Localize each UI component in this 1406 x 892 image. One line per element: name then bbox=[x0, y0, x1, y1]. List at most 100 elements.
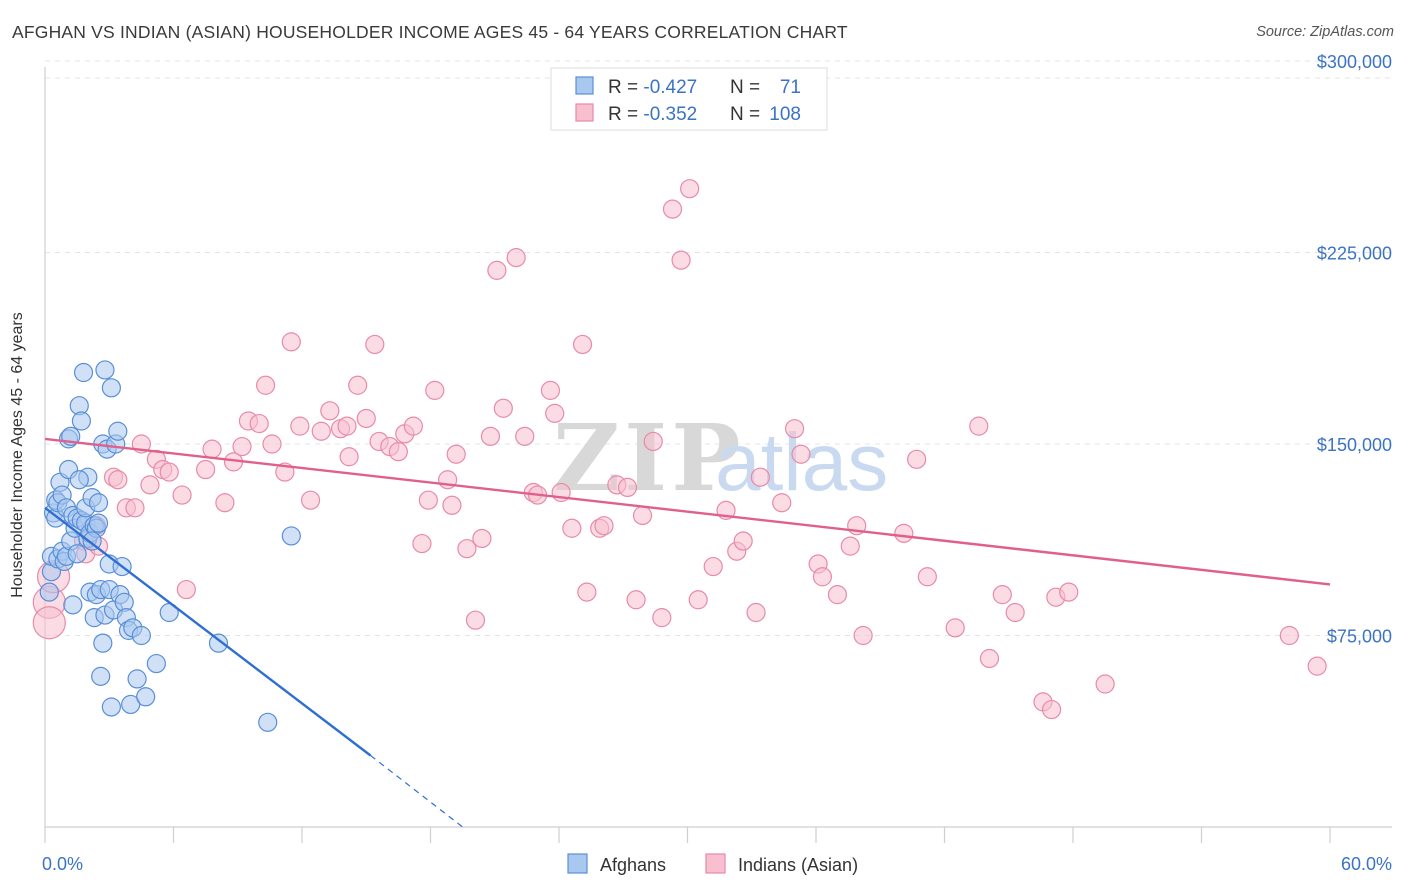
indians-point-16 bbox=[176, 579, 196, 600]
afghans-point-39 bbox=[88, 513, 109, 533]
afghans-point-0 bbox=[39, 582, 59, 602]
afghans-point-21 bbox=[67, 544, 87, 564]
indians-point-87 bbox=[812, 567, 833, 587]
indians-point-15 bbox=[172, 485, 192, 505]
afghans-point-61 bbox=[131, 625, 151, 646]
bottom-legend-label-indians: Indians (Asian) bbox=[738, 855, 858, 875]
indians-point-73 bbox=[662, 199, 683, 219]
indians-point-69 bbox=[626, 590, 646, 610]
indians-point-29 bbox=[300, 490, 321, 510]
indians-point-59 bbox=[540, 380, 561, 400]
afghans-trend-extension bbox=[370, 755, 463, 828]
indians-point-85 bbox=[791, 444, 811, 464]
indians-point-64 bbox=[577, 582, 597, 602]
legend-swatch-afghans bbox=[575, 76, 594, 95]
x-tick-label-1: 60.0% bbox=[1341, 854, 1392, 874]
indians-point-68 bbox=[617, 477, 638, 498]
x-tick-label-0: 0.0% bbox=[42, 854, 83, 874]
indians-point-83 bbox=[772, 493, 792, 513]
bottom-legend-label-afghans: Afghans bbox=[600, 855, 666, 875]
afghans-point-69 bbox=[69, 470, 89, 490]
indians-point-31 bbox=[320, 401, 340, 421]
legend-indians-n-label: N = bbox=[730, 104, 760, 125]
afghans-point-24 bbox=[71, 411, 92, 431]
afghans-point-43 bbox=[93, 633, 113, 653]
indians-point-74 bbox=[671, 250, 691, 270]
indians-trend-line bbox=[44, 437, 1331, 586]
afghans-point-38 bbox=[88, 493, 109, 513]
legend-indians-n-value: 108 bbox=[769, 104, 801, 125]
afghans-point-60 bbox=[127, 669, 147, 689]
indians-point-24 bbox=[255, 375, 276, 395]
trend-lines bbox=[44, 437, 1331, 828]
indians-point-77 bbox=[703, 556, 723, 577]
indians-point-75 bbox=[680, 179, 700, 199]
indians-point-11 bbox=[140, 475, 160, 495]
indians-point-76 bbox=[688, 590, 708, 610]
indians-point-23 bbox=[249, 413, 269, 434]
indians-point-44 bbox=[418, 490, 438, 510]
indians-point-17 bbox=[196, 459, 216, 480]
legend-afghans-n-label: N = bbox=[730, 77, 760, 98]
indians-point-19 bbox=[215, 493, 235, 513]
indians-point-53 bbox=[487, 260, 507, 280]
series-afghans-points bbox=[39, 360, 301, 732]
indians-point-84 bbox=[784, 419, 805, 439]
indians-point-33 bbox=[337, 416, 357, 436]
y-axis-label: Householder Income Ages 45 - 64 years bbox=[9, 312, 26, 598]
afghans-point-52 bbox=[108, 421, 128, 441]
y-tick-label-2: $225,000 bbox=[1317, 244, 1392, 264]
source-label: Source: ZipAtlas.com bbox=[1256, 24, 1394, 40]
indians-point-25 bbox=[262, 434, 282, 454]
y-tick-labels: $75,000 $150,000 $225,000 $300,000 bbox=[1317, 52, 1392, 647]
afghans-point-58 bbox=[121, 694, 141, 715]
afghans-point-19 bbox=[63, 595, 83, 615]
indians-point-70 bbox=[632, 505, 653, 526]
indians-point-62 bbox=[562, 518, 582, 538]
indians-point-55 bbox=[506, 248, 526, 268]
indians-point-105 bbox=[1279, 625, 1299, 646]
afghans-trend-line bbox=[44, 506, 372, 757]
indians-point-63 bbox=[572, 334, 593, 355]
indians-point-54 bbox=[493, 398, 513, 418]
indians-point-98 bbox=[979, 648, 1000, 669]
indians-point-82 bbox=[750, 467, 770, 487]
indians-point-30 bbox=[311, 421, 331, 441]
indians-point-93 bbox=[907, 449, 927, 469]
afghans-point-66 bbox=[258, 712, 278, 732]
afghans-point-67 bbox=[281, 526, 301, 546]
afghans-point-70 bbox=[95, 360, 115, 380]
indians-point-45 bbox=[425, 380, 445, 400]
y-tick-label-0: $75,000 bbox=[1327, 627, 1392, 647]
indians-point-27 bbox=[281, 332, 301, 352]
afghans-point-62 bbox=[136, 687, 156, 707]
watermark-zip: ZIP bbox=[553, 404, 744, 512]
indians-point-49 bbox=[457, 539, 477, 559]
indians-point-50 bbox=[465, 610, 486, 630]
indians-point-104 bbox=[1095, 674, 1115, 694]
indians-point-81 bbox=[746, 602, 766, 623]
legend-afghans-r-label: R = bbox=[608, 77, 643, 98]
indians-point-52 bbox=[480, 426, 501, 446]
indians-point-60 bbox=[545, 403, 565, 423]
indians-point-28 bbox=[290, 416, 310, 436]
indians-point-47 bbox=[442, 495, 462, 515]
afghans-point-26 bbox=[73, 362, 94, 383]
indians-point-36 bbox=[356, 408, 376, 429]
y-tick-label-3: $300,000 bbox=[1317, 52, 1392, 72]
chart-title: AFGHAN VS INDIAN (ASIAN) HOUSEHOLDER INC… bbox=[12, 22, 848, 42]
afghans-point-49 bbox=[101, 697, 121, 717]
indians-point-43 bbox=[412, 533, 432, 554]
indians-point-14 bbox=[159, 462, 179, 482]
afghans-point-68 bbox=[82, 531, 102, 551]
axes bbox=[44, 67, 1392, 843]
indians-point-80 bbox=[733, 531, 753, 551]
indians-point-37 bbox=[365, 334, 385, 355]
legend-afghans-n-value: 71 bbox=[780, 77, 801, 98]
indians-point-88 bbox=[827, 585, 848, 605]
indians-point-51 bbox=[472, 528, 492, 549]
indians-point-101 bbox=[1041, 699, 1062, 720]
legend-box bbox=[550, 67, 828, 131]
indians-point-7 bbox=[108, 470, 128, 490]
